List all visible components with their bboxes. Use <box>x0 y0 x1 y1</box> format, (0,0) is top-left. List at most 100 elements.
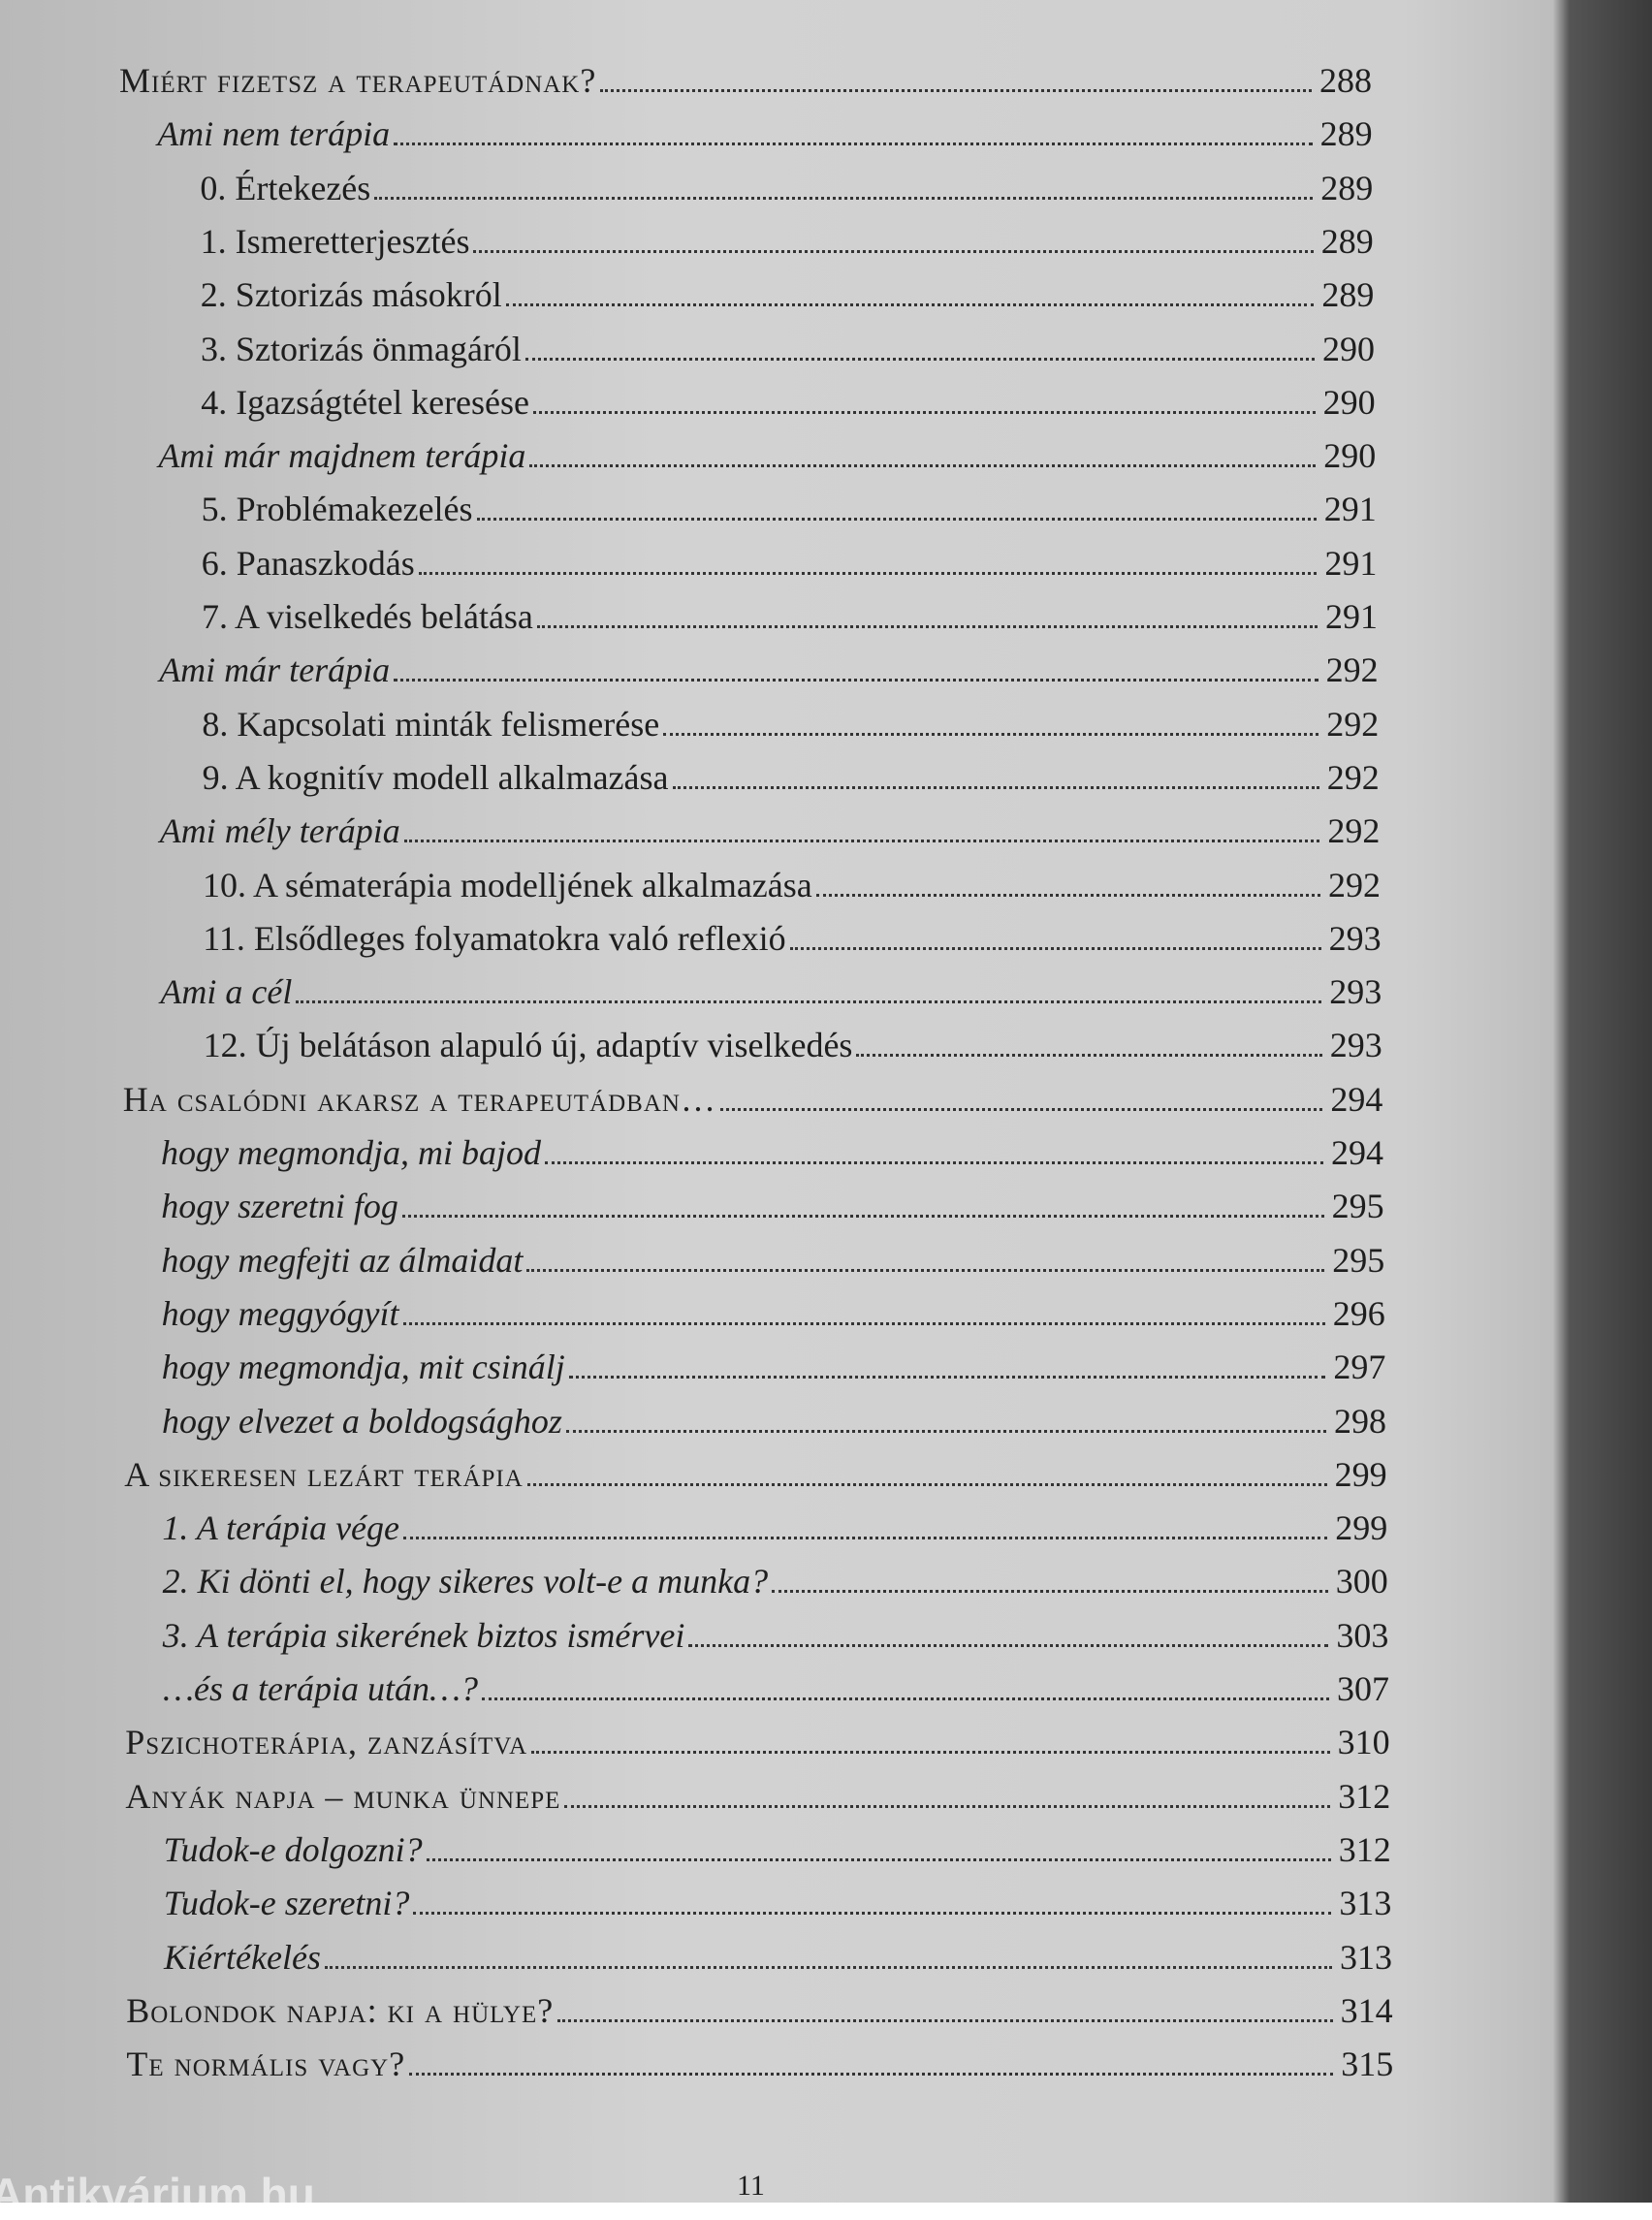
entry-title: 8. Kapcsolati minták felismerése <box>202 704 663 745</box>
entry-page: 297 <box>1325 1347 1385 1387</box>
dot-leader <box>296 1000 1321 1003</box>
entry-page: 299 <box>1327 1507 1387 1548</box>
entry-title: Pszichoterápia, zanzásítva <box>125 1722 531 1762</box>
entry-title: 6. Panaszkodás <box>202 543 419 584</box>
entry-page: 293 <box>1321 971 1382 1012</box>
entry-page: 292 <box>1320 865 1381 905</box>
entry-title: Ami már majdnem terápia <box>158 435 529 476</box>
entry-title: 3. A terápia sikerének biztos ismérvei <box>163 1615 689 1656</box>
entry-page: 313 <box>1331 1883 1391 1923</box>
entry-title: 9. A kognitív modell alkalmazása <box>203 757 673 798</box>
dot-leader <box>772 1590 1328 1593</box>
toc-entry: hogy elvezet a boldogsághoz 298 <box>162 1401 1386 1449</box>
entry-title: hogy megfejti az álmaidat <box>161 1240 526 1281</box>
entry-page: 288 <box>1312 60 1372 101</box>
dot-leader <box>816 894 1320 897</box>
entry-page: 292 <box>1319 810 1380 851</box>
entry-page: 291 <box>1318 596 1378 637</box>
dot-leader <box>688 1644 1328 1647</box>
entry-page: 312 <box>1330 1776 1390 1817</box>
watermark: Antikvárium.hu <box>0 2168 315 2220</box>
dot-leader <box>673 786 1319 789</box>
toc-entry: 9. A kognitív modell alkalmazása 292 <box>203 757 1380 806</box>
entry-title: 10. A sématerápia modelljének alkalmazás… <box>203 865 816 905</box>
toc-entry: 11. Elsődleges folyamatokra való reflexi… <box>203 918 1381 967</box>
dot-leader <box>566 1430 1326 1433</box>
entry-title: 5. Problémakezelés <box>202 489 477 529</box>
entry-page: 298 <box>1326 1401 1386 1442</box>
entry-page: 292 <box>1318 650 1379 690</box>
entry-title: Ami mély terápia <box>160 810 404 851</box>
entry-title: Te normális vagy? <box>126 2044 409 2084</box>
dot-leader <box>600 89 1312 92</box>
entry-title: hogy elvezet a boldogsághoz <box>162 1401 566 1442</box>
entry-page: 293 <box>1322 1025 1382 1065</box>
toc-entry: 12. Új belátáson alapuló új, adaptív vis… <box>204 1025 1382 1073</box>
toc-entry: Pszichoterápia, zanzásítva 310 <box>125 1722 1389 1770</box>
entry-title: Bolondok napja: ki a hülye? <box>126 1990 557 2031</box>
entry-title: Ami már terápia <box>159 650 394 690</box>
entry-title: 2. Ki dönti el, hogy sikeres volt-e a mu… <box>163 1561 773 1602</box>
entry-page: 313 <box>1332 1937 1392 1978</box>
dot-leader <box>419 572 1318 575</box>
entry-title: 2. Sztorizás másokról <box>201 274 506 315</box>
toc-entry: 10. A sématerápia modelljének alkalmazás… <box>203 865 1381 913</box>
dot-leader <box>473 250 1313 253</box>
toc-entry: Bolondok napja: ki a hülye? 314 <box>126 1990 1392 2039</box>
dot-leader <box>564 1805 1330 1808</box>
entry-title: 4. Igazságtétel keresése <box>201 382 533 423</box>
entry-page: 294 <box>1322 1079 1382 1120</box>
entry-page: 303 <box>1328 1615 1388 1656</box>
toc-entry: Tudok-e dolgozni?312 <box>164 1829 1391 1878</box>
entry-page: 289 <box>1313 113 1373 154</box>
dot-leader <box>482 1697 1329 1700</box>
entry-title: hogy szeretni fog <box>161 1186 402 1226</box>
entry-title: Miért fizetsz a terapeutádnak? <box>119 60 600 101</box>
toc-entry: 1. A terápia vége 299 <box>162 1507 1387 1556</box>
entry-title: 0. Értekezés <box>200 168 374 208</box>
dot-leader <box>394 143 1312 145</box>
entry-page: 294 <box>1323 1132 1383 1173</box>
dot-leader <box>402 1215 1324 1218</box>
entry-page: 292 <box>1318 704 1379 745</box>
entry-title: Kiértékelés <box>164 1937 325 1978</box>
dot-leader <box>529 464 1316 467</box>
entry-page: 315 <box>1333 2044 1393 2084</box>
entry-title: 3. Sztorizás önmagáról <box>201 329 525 369</box>
toc-entry: Tudok-e szeretni?313 <box>164 1883 1392 1931</box>
entry-page: 299 <box>1327 1454 1387 1495</box>
toc-entry: Ha csalódni akarsz a terapeutádban…294 <box>123 1079 1383 1127</box>
dot-leader <box>413 1912 1331 1915</box>
entry-page: 290 <box>1316 435 1376 476</box>
dot-leader <box>374 197 1313 200</box>
toc-entry: 2. Ki dönti el, hogy sikeres volt-e a mu… <box>163 1561 1388 1609</box>
entry-title: Ami a cél <box>160 971 296 1012</box>
entry-page: 314 <box>1333 1990 1393 2031</box>
toc-entry: Kiértékelés 313 <box>164 1937 1392 1985</box>
dot-leader <box>403 1322 1325 1325</box>
dot-leader <box>403 1537 1327 1539</box>
entry-page: 310 <box>1330 1722 1390 1762</box>
dot-leader <box>525 358 1315 361</box>
entry-title: hogy megmondja, mi bajod <box>161 1132 545 1173</box>
entry-title: A sikeresen lezárt terápia <box>124 1454 527 1495</box>
toc-entry: 8. Kapcsolati minták felismerése 292 <box>202 704 1379 752</box>
entry-title: 12. Új belátáson alapuló új, adaptív vis… <box>204 1025 857 1065</box>
dot-leader <box>325 1966 1332 1969</box>
entry-title: 1. A terápia vége <box>162 1507 403 1548</box>
entry-page: 292 <box>1319 757 1380 798</box>
dot-leader <box>533 411 1316 414</box>
entry-title: 1. Ismeretterjesztés <box>201 221 474 262</box>
